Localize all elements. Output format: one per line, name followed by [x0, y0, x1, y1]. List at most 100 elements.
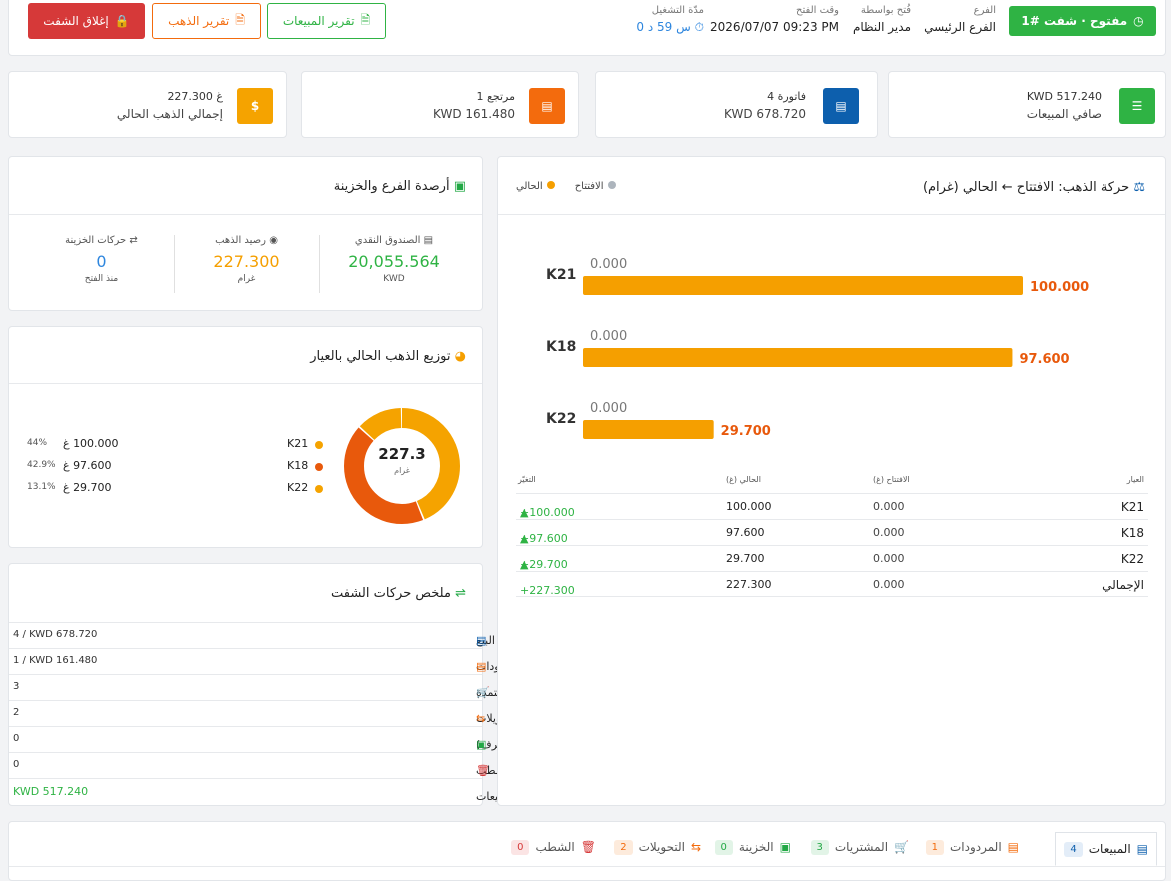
donut-slice-k18	[344, 408, 460, 524]
sales-report-button[interactable]: تقرير المبيعات 🗎	[267, 3, 386, 39]
legend-row: K22 29.700 غ 13.1%	[9, 481, 484, 497]
bar-current	[583, 348, 1013, 367]
stat-label: إجمالي الذهب الحالي	[116, 107, 223, 121]
tab-4[interactable]: 2 التحويلات ⇆	[608, 833, 707, 861]
tab-1[interactable]: 1 المردودات ▤	[920, 833, 1025, 861]
row-icon: 🛒	[476, 686, 490, 699]
karat-dot	[315, 485, 323, 493]
coin-icon: ◉	[269, 235, 278, 246]
branch-value: الفرع الرئيسي	[924, 20, 996, 34]
branch-info: الفرع الفرع الرئيسي	[914, 5, 996, 34]
karat-dot	[315, 441, 323, 449]
header-karat: العيار	[1126, 475, 1144, 484]
tab-label: الشطب	[535, 840, 575, 854]
opened-by-value: مدير النظام	[852, 20, 911, 34]
tab-2[interactable]: 3 المشتريات 🛒	[805, 833, 916, 861]
summary-title: ملخص حركات الشفت ⇌	[330, 586, 466, 601]
stat-label: KWD 678.720	[724, 107, 806, 121]
stat-card-gold: $ 227.300 غ إجمالي الذهب الحالي	[8, 71, 287, 138]
donut-slice-k21	[344, 408, 460, 524]
scale-icon: ⚖	[1133, 180, 1145, 195]
row-karat: K22	[1120, 552, 1144, 566]
chart-legend: الافتتاح الحالي	[516, 181, 616, 192]
branch-label: الفرع	[973, 5, 996, 16]
stopwatch-icon: ⏱	[694, 20, 704, 34]
header-bar: مفتوح · شفت #1 ◷ الفرع الفرع الرئيسي فُت…	[8, 0, 1166, 56]
tab-0[interactable]: 4 المبيعات ▤	[1055, 832, 1157, 866]
karat-percent: 42.9%	[27, 460, 56, 470]
row-current: 29.700	[726, 552, 765, 565]
tab-icon: ▤	[1007, 840, 1019, 854]
row-open: 0.000	[873, 578, 905, 591]
tab-icon: 🗑	[580, 840, 596, 854]
bar-value-label: 100.000	[1030, 280, 1089, 295]
invoice-icon: ▤	[823, 88, 859, 124]
chart-icon: ◕	[454, 349, 466, 364]
bar-category-label: K21	[546, 267, 576, 283]
cash-unit: KWD	[383, 274, 405, 284]
row-icon: 🗑	[476, 764, 490, 777]
stat-card-net-sales: ☰ KWD 517.240 صافي المبيعات	[888, 71, 1166, 138]
document-icon: 🗎	[235, 12, 245, 27]
balances-card: أرصدة الفرع والخزينة ▣ الصندوق النقدي ▤ …	[8, 156, 483, 311]
opened-by-info: فُتح بواسطة مدير النظام	[839, 5, 911, 34]
row-open: 0.000	[873, 500, 905, 513]
donut-chart	[344, 408, 460, 524]
row-karat: K18	[1120, 526, 1144, 540]
bar-open-value-label: 0.000	[590, 401, 627, 416]
close-shift-button[interactable]: إغلاق الشفت 🔒	[28, 3, 145, 39]
summary-row: تحويلات ⇆ 2	[9, 700, 512, 726]
tab-label: المبيعات	[1088, 842, 1131, 856]
donut-unit: غرام	[394, 466, 410, 475]
karat-percent: 13.1%	[27, 482, 56, 492]
summary-row: فواتير البيع ▤4 / KWD 678.720	[9, 622, 525, 648]
shift-status-label: مفتوح · شفت #1	[1021, 14, 1128, 28]
balances-title: أرصدة الفرع والخزينة ▣	[333, 179, 466, 194]
row-current: 100.000	[726, 500, 772, 513]
summary-row: المردودات ▤1 / KWD 161.480	[9, 648, 523, 674]
gold-balance: رصيد الذهب ◉ 227.300 غرام	[174, 235, 319, 284]
row-karat: الإجمالي	[1102, 578, 1144, 592]
bar-value-label: 29.700	[721, 424, 771, 439]
tab-3[interactable]: 0 الخزينة ▣	[709, 833, 797, 861]
donut-total: 227.3	[378, 445, 426, 463]
table-header: العيار الافتتاح (غ) الحالي (غ) التغيّر	[516, 467, 1148, 493]
donut-center: 227.3 غرام	[337, 445, 467, 475]
tab-label: المشتريات	[834, 840, 889, 854]
legend-row: K18 97.600 غ 42.9%	[9, 459, 484, 475]
stat-card-returns: ▤ 1 مرتجع KWD 161.480	[301, 71, 579, 138]
tab-count-badge: 0	[511, 839, 530, 855]
arrow-up-icon: ▲	[520, 506, 529, 519]
tab-count-badge: 4	[1064, 841, 1083, 857]
tab-count-badge: 2	[614, 839, 633, 855]
gold-movement-title: حركة الذهب: الافتتاح ← الحالي (غرام) ⚖	[922, 180, 1145, 195]
distribution-card: توزيع الذهب الحالي بالعيار ◕ 227.3 غرام …	[8, 326, 483, 548]
header-current: الحالي (غ)	[726, 475, 761, 484]
transfer-icon: ⇌	[455, 586, 466, 601]
gold-report-button[interactable]: تقرير الذهب 🗎	[152, 3, 261, 39]
duration-value: 0 س 59 د ⏱	[636, 20, 704, 34]
row-icon: ▣	[476, 738, 487, 751]
lock-icon: 🔒	[114, 14, 130, 28]
shift-status-badge: مفتوح · شفت #1 ◷	[1009, 6, 1156, 36]
treasury-unit: منذ الفتح	[84, 274, 119, 284]
tab-5[interactable]: 0 الشطب 🗑	[505, 833, 602, 861]
duration-info: مدّة التشغيل 0 س 59 د ⏱	[609, 5, 704, 35]
cash-icon: ▤	[423, 235, 434, 246]
coin-icon: $	[237, 88, 273, 124]
summary-row-value: 1 / KWD 161.480	[13, 655, 98, 666]
bar-value-label: 97.600	[1019, 352, 1069, 367]
row-icon: ▤	[476, 634, 487, 647]
legend-open: الافتتاح	[575, 181, 616, 192]
tabs-card: 4 المبيعات ▤ 1 المردودات ▤ 3 المشتريات 🛒 0 الخزينة…	[8, 821, 1166, 881]
tab-count-badge: 0	[714, 839, 733, 855]
summary-row-value: 0	[13, 759, 20, 770]
tab-icon: ▤	[1136, 842, 1148, 856]
summary-row: شطب 🗑 0	[9, 752, 505, 778]
row-open: 0.000	[873, 552, 905, 565]
bar-open-value-label: 0.000	[590, 257, 627, 272]
tab-label: الخزينة	[738, 840, 774, 854]
opened-at-value: 2026/07/07 09:23 PM	[710, 20, 839, 34]
sales-report-label: تقرير المبيعات	[282, 14, 355, 28]
